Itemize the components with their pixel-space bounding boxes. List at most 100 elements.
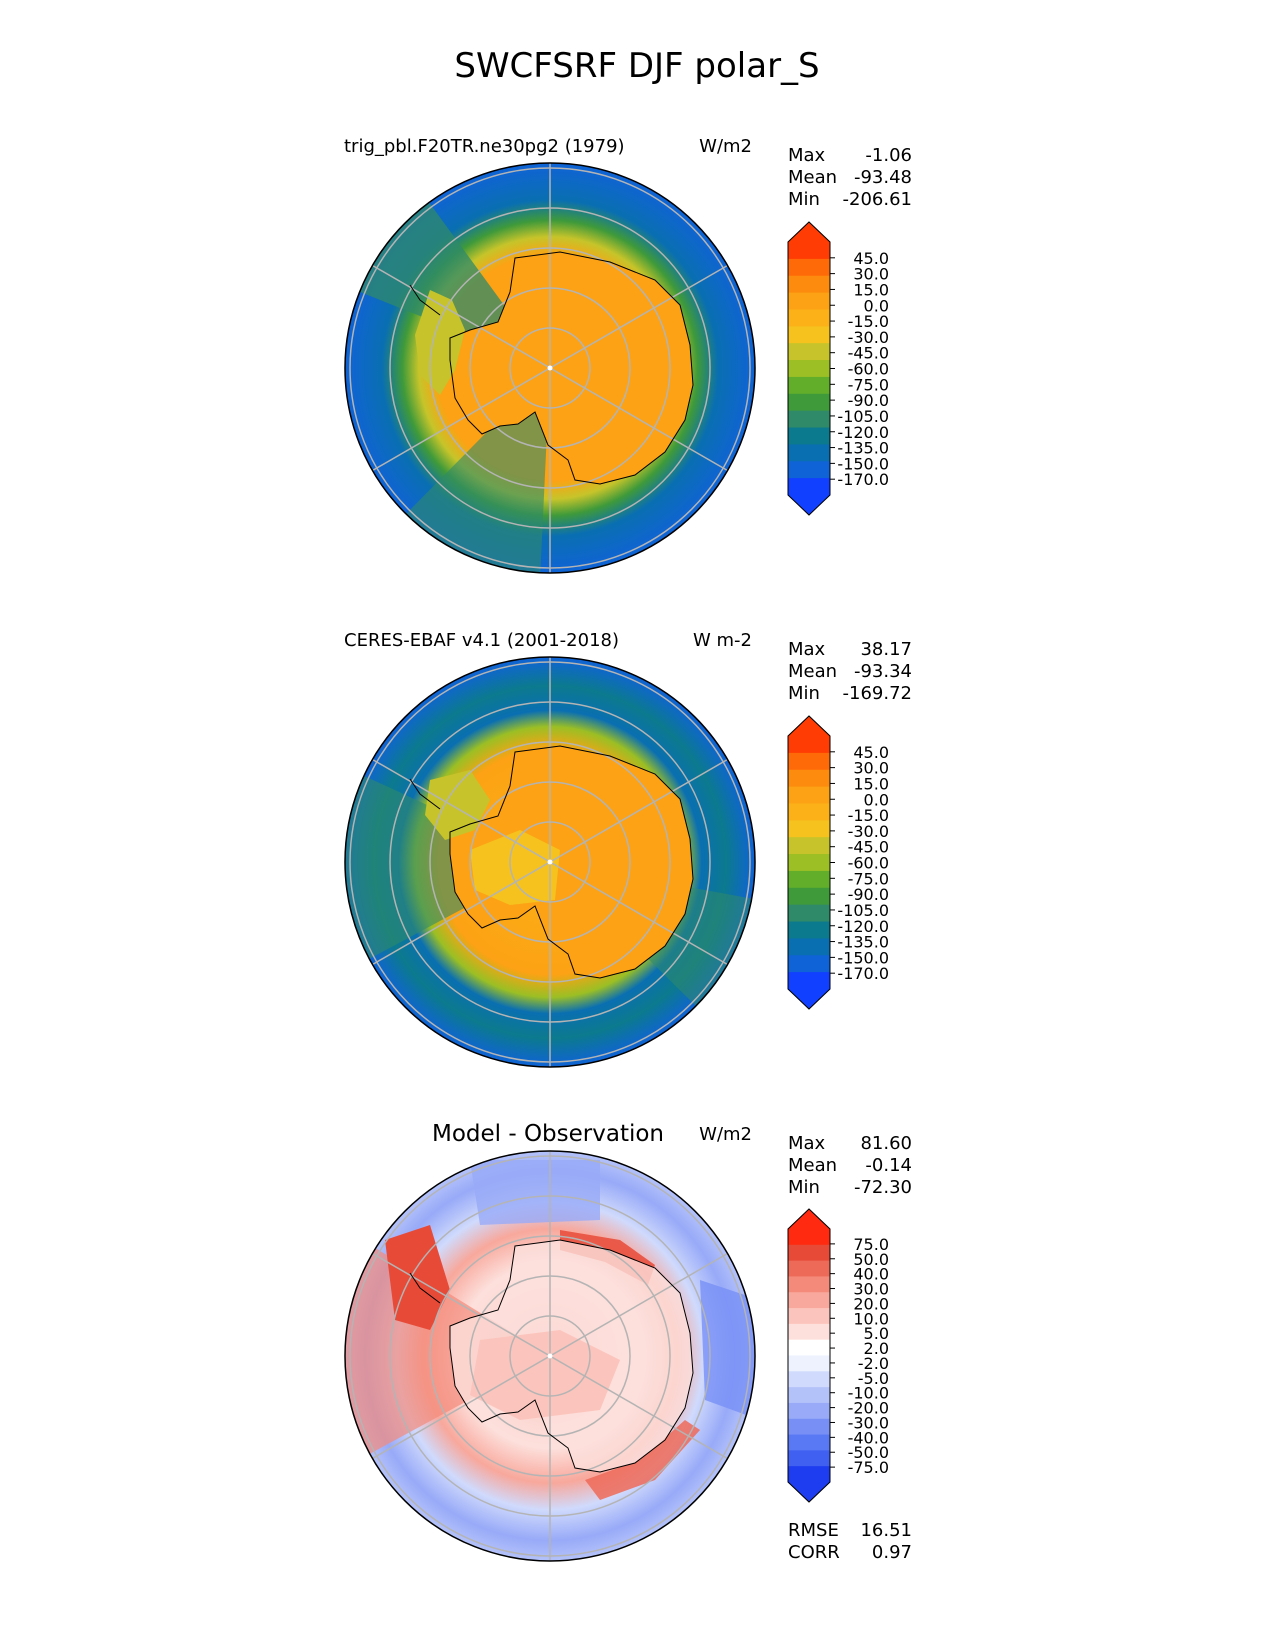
diff-interior-pink — [470, 1330, 620, 1420]
colorbar-tick-label: -170.0 — [837, 964, 889, 983]
colorbar-swatch — [788, 803, 830, 821]
colorbar-swatch — [788, 1292, 830, 1309]
colorbar-tick-label: -75.0 — [848, 1458, 889, 1477]
colorbar-tick-label: -75.0 — [848, 375, 889, 394]
panel-diff-frame — [344, 1150, 756, 1562]
stat-min-label: Min — [788, 189, 820, 210]
panel-obs-title: CERES-EBAF v4.1 (2001-2018) — [344, 630, 619, 651]
colorbar-tick-label: -50.0 — [848, 1443, 889, 1462]
stat-mean-label: Mean — [788, 1155, 837, 1176]
colorbar-tick-label: -60.0 — [848, 854, 889, 873]
colorbar-tick-label: 30.0 — [853, 759, 889, 778]
panel-diff-title: Model - Observation — [432, 1121, 664, 1147]
stat-max-value: 38.17 — [860, 639, 912, 660]
colorbar-swatch — [788, 955, 830, 973]
colorbar-tick-label: -10.0 — [848, 1384, 889, 1403]
colorbar-swatch — [788, 309, 830, 327]
panel-diff-units: W/m2 — [699, 1124, 752, 1145]
stat-max-value: -1.06 — [865, 145, 912, 166]
colorbar-swatch — [788, 837, 830, 855]
colorbar-tick-label: 45.0 — [853, 249, 889, 268]
panel-model-coastline — [409, 251, 694, 485]
colorbar-tick-label: -2.0 — [858, 1354, 889, 1373]
colorbar-tick-label: -75.0 — [848, 869, 889, 888]
panel-diff-colorbar: 75.050.040.030.020.010.05.02.0-2.0-5.0-1… — [787, 1208, 889, 1503]
colorbar-tick-label: 75.0 — [853, 1235, 889, 1254]
panel-obs-pole — [547, 859, 553, 865]
stat-min-label: Min — [788, 1177, 820, 1198]
colorbar-tick-label: 15.0 — [853, 774, 889, 793]
stat-mean-value: -93.34 — [854, 661, 912, 682]
colorbar-tick-label: -15.0 — [848, 312, 889, 331]
stat-mean-value: -0.14 — [865, 1155, 912, 1176]
panel-obs-frame — [344, 656, 756, 1068]
colorbar-swatch — [788, 769, 830, 788]
colorbar-extend-max — [788, 1209, 830, 1229]
colorbar-swatch — [788, 1339, 830, 1357]
colorbar-swatch — [788, 1308, 830, 1325]
colorbar-swatch — [788, 854, 830, 872]
panel-model: trig_pbl.F20TR.ne30pg2 (1979) W/m2 Max -… — [344, 136, 912, 574]
panel-diff-pole — [547, 1353, 553, 1359]
colorbar-tick-label: -40.0 — [848, 1428, 889, 1447]
colorbar-swatch — [788, 1402, 830, 1420]
colorbar-extend-max — [788, 716, 830, 736]
panel-model-frame — [344, 162, 756, 574]
colorbar-swatch — [788, 343, 830, 361]
colorbar-tick-label: 45.0 — [853, 743, 889, 762]
panel-model-stats: Max -1.06 Mean -93.48 Min -206.61 — [788, 145, 912, 210]
figure-title: SWCFSRF DJF polar_S — [454, 46, 819, 86]
colorbar-swatch — [788, 904, 830, 923]
stat-min-label: Min — [788, 683, 820, 704]
colorbar-tick-label: -170.0 — [837, 470, 889, 489]
colorbar-tick-label: -90.0 — [848, 391, 889, 410]
colorbar-swatch — [788, 275, 830, 294]
colorbar-tick-label: 30.0 — [853, 265, 889, 284]
colorbar-tick-label: -15.0 — [848, 806, 889, 825]
colorbar-swatch — [788, 461, 830, 479]
stat-max-label: Max — [788, 145, 826, 166]
colorbar-outline — [787, 715, 831, 1010]
stat-max-label: Max — [788, 1133, 826, 1154]
model-peninsula-green — [415, 290, 465, 395]
colorbar-swatch — [788, 444, 830, 462]
colorbar-tick-label: -120.0 — [837, 423, 889, 442]
colorbar-tick-label: -20.0 — [848, 1399, 889, 1418]
colorbar-swatch — [788, 1418, 830, 1436]
diff-red-peninsula — [385, 1225, 450, 1330]
colorbar-swatch — [788, 870, 830, 889]
colorbar-swatch — [788, 972, 830, 990]
colorbar-swatch — [788, 393, 830, 412]
colorbar-swatch — [788, 326, 830, 344]
colorbar-swatch — [788, 752, 830, 771]
colorbar-tick-label: 40.0 — [853, 1265, 889, 1284]
rmse-value: 16.51 — [860, 1520, 912, 1541]
colorbar-tick-label: 0.0 — [864, 790, 889, 809]
colorbar-tick-label: -150.0 — [837, 454, 889, 473]
panel-obs-stats: Max 38.17 Mean -93.34 Min -169.72 — [788, 639, 912, 704]
model-antarctica-fill — [450, 252, 693, 484]
stat-min-value: -169.72 — [843, 683, 912, 704]
colorbar-swatch — [788, 820, 830, 838]
panel-obs: CERES-EBAF v4.1 (2001-2018) W m-2 Max 38… — [344, 630, 912, 1068]
colorbar-swatch — [788, 921, 830, 939]
colorbar-swatch — [788, 1466, 830, 1483]
colorbar-swatch — [788, 410, 830, 429]
corr-value: 0.97 — [872, 1542, 912, 1563]
colorbar-tick-label: -60.0 — [848, 360, 889, 379]
colorbar-outline — [787, 1208, 831, 1503]
colorbar-swatch — [788, 1355, 830, 1372]
colorbar-swatch — [788, 1229, 830, 1246]
colorbar-tick-label: -5.0 — [858, 1369, 889, 1388]
colorbar-swatch — [788, 938, 830, 956]
colorbar-tick-label: -105.0 — [837, 901, 889, 920]
stat-mean-label: Mean — [788, 661, 837, 682]
panel-obs-coastline — [409, 745, 694, 979]
colorbar-tick-label: -135.0 — [837, 933, 889, 952]
colorbar-swatch — [788, 786, 830, 805]
colorbar-swatch — [788, 736, 830, 754]
colorbar-swatch — [788, 887, 830, 906]
stat-min-value: -206.61 — [843, 189, 912, 210]
colorbar-tick-label: 15.0 — [853, 280, 889, 299]
